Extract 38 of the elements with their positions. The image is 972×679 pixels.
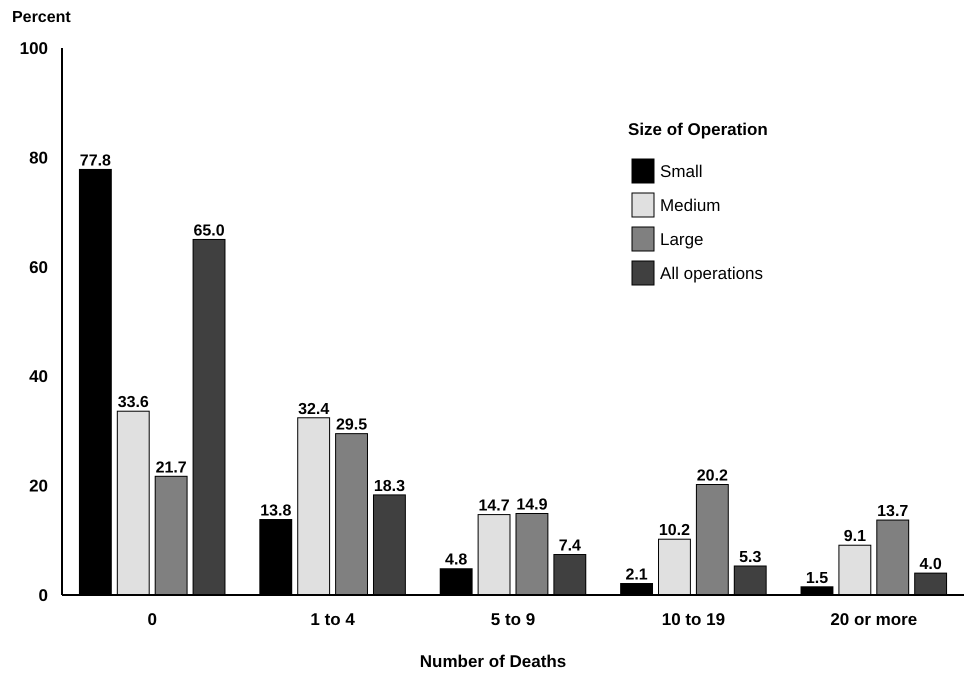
- x-tick-label: 1 to 4: [310, 610, 356, 629]
- y-tick-label: 0: [38, 586, 48, 605]
- data-label: 13.7: [877, 503, 908, 520]
- y-tick-label: 80: [29, 148, 48, 168]
- legend-label: Medium: [660, 196, 720, 215]
- y-tick-label: 20: [29, 476, 48, 496]
- data-label: 4.8: [445, 552, 468, 569]
- legend-label: Small: [660, 162, 703, 181]
- data-label: 33.6: [118, 394, 149, 412]
- data-label: 4.0: [920, 556, 942, 574]
- y-tick-label: 100: [20, 38, 48, 58]
- legend-label: Large: [660, 230, 704, 249]
- y-axis-title: Percent: [12, 9, 72, 26]
- data-label: 32.4: [298, 400, 330, 418]
- data-label: 29.5: [336, 416, 368, 434]
- data-label: 1.5: [806, 570, 828, 587]
- data-label: 77.8: [80, 152, 112, 170]
- legend-label: All operations: [660, 264, 764, 283]
- data-label: 20.2: [696, 468, 728, 485]
- y-tick-label: 40: [29, 367, 48, 386]
- y-tick-label: 60: [29, 258, 48, 277]
- data-label: 7.4: [558, 538, 582, 555]
- data-label: 18.3: [374, 478, 406, 495]
- data-label: 14.9: [516, 496, 548, 514]
- data-label: 65.0: [193, 222, 225, 240]
- legend-title: Size of Operation: [628, 120, 768, 139]
- data-label: 13.8: [260, 502, 292, 520]
- x-tick-label: 10 to 19: [662, 610, 726, 629]
- data-label: 10.2: [658, 522, 690, 540]
- x-tick-label: 0: [147, 610, 157, 629]
- data-label: 5.3: [739, 549, 762, 566]
- x-tick-label: 5 to 9: [490, 610, 536, 629]
- data-label: 14.7: [478, 498, 510, 515]
- data-label: 2.1: [625, 566, 648, 584]
- data-label: 9.1: [844, 528, 866, 546]
- x-tick-label: 20 or more: [830, 610, 918, 629]
- x-axis-title: Number of Deaths: [420, 652, 566, 671]
- data-label: 21.7: [156, 459, 187, 476]
